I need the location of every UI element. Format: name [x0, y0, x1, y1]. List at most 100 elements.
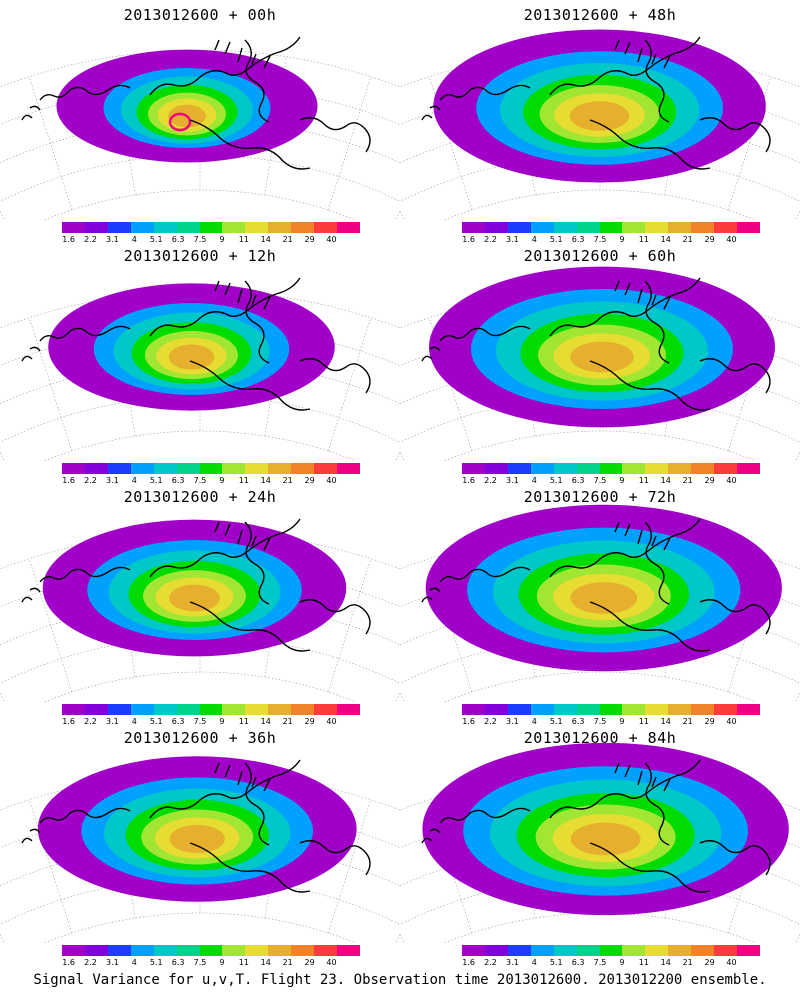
colorbar-segment	[553, 945, 577, 956]
colorbar-tick-label: 9	[219, 717, 225, 726]
contour-band	[569, 101, 630, 131]
colorbar-segment	[462, 463, 485, 474]
colorbar-segment	[462, 945, 485, 956]
variance-field	[429, 266, 775, 428]
colorbar-segment	[291, 704, 315, 715]
colorbar-segment	[599, 704, 623, 715]
colorbar-tick-label: 1.6	[62, 717, 75, 726]
colorbar-segment	[84, 463, 108, 474]
colorbar-tick-label: 4	[131, 235, 137, 244]
colorbar-segment	[484, 945, 508, 956]
colorbar-segment	[599, 945, 623, 956]
contour-band	[169, 584, 220, 612]
colorbar-tick-label: 5.1	[549, 958, 563, 967]
colorbar-tick-label: 3.1	[106, 476, 119, 485]
colorbar-labels: 1.6 2.2 3.1 4 5.1 6.3 7.5 9 11 14 21 29 40	[462, 235, 760, 245]
variance-map	[400, 742, 800, 943]
colorbar-tick-label: 2.2	[484, 235, 497, 244]
colorbar-tick-label: 40	[726, 958, 737, 967]
colorbar-tick-label: 7.5	[593, 476, 607, 485]
colorbar-segment	[153, 222, 177, 233]
colorbar-segment	[462, 222, 485, 233]
colorbar-tick-label: 21	[282, 476, 293, 485]
colorbar-segment	[599, 222, 623, 233]
coastline	[421, 36, 771, 170]
colorbar-segment	[576, 222, 600, 233]
colorbar-segment	[62, 463, 85, 474]
map-panel: 2013012600 + 36h 1.6 2.2 3.1 4 5.1 6.3 7.5 9 11 14…	[0, 723, 400, 967]
colorbar-segment	[645, 463, 669, 474]
colorbar-segment	[714, 463, 738, 474]
colorbar-segment	[291, 945, 315, 956]
colorbar-tick-label: 14	[660, 958, 671, 967]
colorbar-segment	[107, 463, 131, 474]
colorbar-tick-label: 3.1	[106, 717, 119, 726]
colorbar-tick-label: 9	[219, 235, 225, 244]
colorbar-segment	[576, 463, 600, 474]
colorbar-tick-label: 9	[619, 958, 625, 967]
map-panel: 2013012600 + 60h 1.6 2.2 3.1 4 5.1 6.3 7.5 9 11 14…	[400, 241, 800, 485]
contour-band	[570, 582, 638, 614]
colorbar-segment	[668, 463, 692, 474]
variance-map	[0, 518, 400, 702]
colorbar-tick-label: 40	[726, 235, 737, 244]
contour-band	[570, 822, 641, 856]
variance-field	[422, 742, 789, 916]
colorbar-segment	[668, 222, 692, 233]
colorbar-tick-label: 29	[704, 958, 715, 967]
colorbar-tick-label: 4	[531, 235, 537, 244]
colorbar-tick-label: 21	[282, 958, 293, 967]
colorbar-segment	[314, 945, 338, 956]
colorbar-segment	[484, 463, 508, 474]
colorbar-labels: 1.6 2.2 3.1 4 5.1 6.3 7.5 9 11 14 21 29 40	[462, 717, 760, 727]
colorbar-segment	[314, 463, 338, 474]
colorbar-segment	[107, 945, 131, 956]
colorbar-tick-label: 4	[131, 958, 137, 967]
colorbar-tick-label: 5.1	[149, 958, 163, 967]
colorbar-tick-label: 5.1	[549, 235, 563, 244]
colorbar-segment	[222, 704, 246, 715]
colorbar-labels: 1.6 2.2 3.1 4 5.1 6.3 7.5 9 11 14 21 29 40	[62, 476, 360, 486]
colorbar-tick-label: 4	[131, 476, 137, 485]
variance-map	[0, 277, 400, 461]
colorbar-segment	[645, 704, 669, 715]
colorbar-segment	[737, 463, 760, 474]
map-panel: 2013012600 + 84h 1.6 2.2 3.1 4 5.1 6.3 7.5 9 11 14…	[400, 723, 800, 967]
colorbar-tick-label: 2.2	[84, 476, 97, 485]
colorbar-segment	[314, 222, 338, 233]
colorbar-segment	[291, 463, 315, 474]
colorbar-segment	[645, 222, 669, 233]
colorbar-segment	[62, 704, 85, 715]
colorbar-segment	[530, 945, 554, 956]
panel-title: 2013012600 + 00h	[123, 6, 277, 24]
colorbar-tick-label: 6.3	[571, 476, 585, 485]
colorbar-tick-label: 5.1	[549, 476, 563, 485]
colorbar-segment	[130, 945, 154, 956]
colorbar-tick-label: 7.5	[193, 958, 207, 967]
coastline	[421, 759, 771, 893]
colorbar-labels: 1.6 2.2 3.1 4 5.1 6.3 7.5 9 11 14 21 29 40	[62, 235, 360, 245]
colorbar-tick-label: 7.5	[193, 476, 207, 485]
colorbar-segment	[714, 945, 738, 956]
coastline	[21, 518, 371, 652]
colorbar-segment	[245, 222, 269, 233]
colorbar-segment	[507, 945, 531, 956]
colorbar-segment	[337, 945, 360, 956]
colorbar-segment	[245, 945, 269, 956]
panel-title: 2013012600 + 84h	[523, 729, 677, 747]
colorbar-segment	[691, 222, 715, 233]
colorbar-tick-label: 7.5	[193, 235, 207, 244]
colorbar-tick-label: 40	[726, 717, 737, 726]
colorbar	[62, 463, 360, 474]
colorbar-tick-label: 6.3	[571, 235, 585, 244]
colorbar	[62, 222, 360, 233]
colorbar-segment	[622, 222, 646, 233]
colorbar-tick-label: 4	[531, 958, 537, 967]
panel-title: 2013012600 + 24h	[123, 488, 277, 506]
colorbar-tick-label: 2.2	[484, 476, 497, 485]
colorbar-segment	[222, 463, 246, 474]
panel-title: 2013012600 + 72h	[523, 488, 677, 506]
colorbar-segment	[553, 222, 577, 233]
colorbar-tick-label: 11	[238, 717, 249, 726]
colorbar-segment	[622, 704, 646, 715]
